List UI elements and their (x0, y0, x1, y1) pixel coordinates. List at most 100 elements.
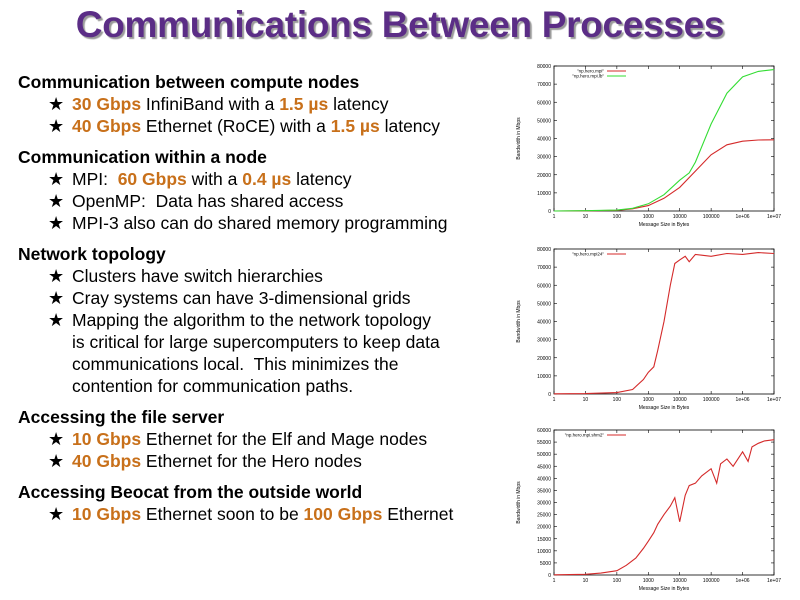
star-icon: ★ (48, 116, 65, 136)
x-tick-label: 1e+06 (736, 214, 750, 220)
x-tick-label: 10000 (673, 578, 687, 584)
bullet-text: Mapping the algorithm to the network top… (72, 310, 431, 330)
bandwidth-chart-3: 0 5000 10000 15000 20000 25000 30000 35000 40000… (516, 428, 781, 592)
y-tick-label: 50000 (537, 118, 551, 124)
section-network-topology: Network topology ★ Clusters have switch … (18, 243, 518, 397)
section-heading: Accessing Beocat from the outside world (18, 482, 363, 502)
star-icon: ★ (48, 429, 65, 449)
y-tick-label: 70000 (537, 265, 551, 271)
series-line (553, 439, 775, 576)
y-axis-label: Bandwidth in Mbps (516, 300, 522, 343)
x-tick-label: 100 (613, 214, 622, 220)
y-tick-label: 0 (548, 392, 551, 398)
x-tick-label: 10000 (673, 397, 687, 403)
section-heading: Communication within a node (18, 147, 267, 167)
x-tick-label: 10 (583, 214, 589, 220)
x-tick-label: 1 (553, 214, 556, 220)
legend-label: "np.hero.mpi" (577, 69, 604, 74)
bullet-continuation: contention for communication paths. (72, 376, 354, 396)
bullet-item: ★ Mapping the algorithm to the network t… (48, 309, 518, 331)
bullet-item: ★ 30 Gbps InfiniBand with a 1.5 µs laten… (48, 93, 518, 115)
bandwidth-chart-2: 0 10000 20000 30000 40000 50000 60000 70000 8000… (516, 247, 781, 411)
x-tick-label: 100 (613, 578, 622, 584)
bullet-item: ★ Clusters have switch hierarchies (48, 265, 518, 287)
x-tick-label: 1 (553, 397, 556, 403)
y-tick-label: 10000 (537, 374, 551, 380)
bullet-continuation: is critical for large supercomputers to … (72, 332, 440, 352)
star-icon: ★ (48, 451, 65, 471)
bullet-item: ★ MPI: 60 Gbps with a 0.4 µs latency (48, 168, 518, 190)
star-icon: ★ (48, 288, 65, 308)
section-heading: Network topology (18, 244, 166, 264)
y-axis-label: Bandwidth in Mbps (516, 117, 522, 160)
x-tick-label: 1e+07 (767, 397, 781, 403)
x-tick-label: 100 (613, 397, 622, 403)
y-tick-label: 50000 (537, 301, 551, 307)
x-tick-label: 10 (583, 397, 589, 403)
legend-label: "np.hero.mpi.lb" (572, 74, 604, 79)
bullet-item: ★ OpenMP: Data has shared access (48, 190, 518, 212)
bullet-item: ★ 40 Gbps Ethernet for the Hero nodes (48, 450, 518, 472)
y-tick-label: 60000 (537, 428, 551, 434)
bullet-item: ★ 10 Gbps Ethernet for the Elf and Mage … (48, 428, 518, 450)
series-line (553, 139, 775, 212)
y-tick-label: 40000 (537, 137, 551, 143)
y-tick-label: 15000 (537, 537, 551, 543)
x-tick-label: 1e+06 (736, 397, 750, 403)
bullet-text: 40 Gbps Ethernet (RoCE) with a 1.5 µs la… (72, 116, 441, 136)
star-icon: ★ (48, 266, 65, 286)
star-icon: ★ (48, 504, 65, 524)
slide-title: Communications Between Processes (75, 4, 725, 45)
section-file-server: Accessing the file server ★ 10 Gbps Ethe… (18, 406, 518, 472)
bullet-text: MPI: 60 Gbps with a 0.4 µs latency (72, 169, 352, 189)
y-tick-label: 55000 (537, 440, 551, 446)
bullet-text: 40 Gbps Ethernet for the Hero nodes (72, 451, 362, 471)
y-tick-label: 30000 (537, 155, 551, 161)
star-icon: ★ (48, 310, 65, 330)
x-tick-label: 100000 (703, 214, 720, 220)
bullet-text: 30 Gbps InfiniBand with a 1.5 µs latency (72, 94, 389, 114)
y-tick-label: 30000 (537, 338, 551, 344)
bullet-list: Communication between compute nodes ★ 30… (18, 71, 518, 534)
bullet-text: 10 Gbps Ethernet for the Elf and Mage no… (72, 429, 428, 449)
bullet-continuation: communications local. This minimizes the (72, 354, 399, 374)
x-tick-label: 1 (553, 578, 556, 584)
bullet-text: 10 Gbps Ethernet soon to be 100 Gbps Eth… (72, 504, 454, 524)
x-tick-label: 1e+07 (767, 578, 781, 584)
bullet-text: Cray systems can have 3-dimensional grid… (72, 288, 411, 308)
legend-label: "np.hero.mpi24" (572, 252, 604, 257)
y-tick-label: 20000 (537, 525, 551, 531)
star-icon: ★ (48, 94, 65, 114)
x-tick-label: 1000 (643, 397, 654, 403)
x-tick-label: 1e+07 (767, 214, 781, 220)
x-axis-label: Message Size in Bytes (639, 222, 690, 228)
section-outside-access: Accessing Beocat from the outside world … (18, 481, 518, 525)
bullet-item: ★ MPI-3 also can do shared memory progra… (48, 212, 518, 234)
bullet-text: OpenMP: Data has shared access (72, 191, 344, 211)
y-tick-label: 0 (548, 573, 551, 579)
x-axis-label: Message Size in Bytes (639, 405, 690, 411)
series-line (553, 69, 775, 212)
x-tick-label: 10000 (673, 214, 687, 220)
x-tick-label: 1000 (643, 214, 654, 220)
y-tick-label: 35000 (537, 488, 551, 494)
y-tick-label: 60000 (537, 100, 551, 106)
y-tick-label: 20000 (537, 173, 551, 179)
star-icon: ★ (48, 213, 65, 233)
x-tick-label: 100000 (703, 397, 720, 403)
bullet-item: ★ 40 Gbps Ethernet (RoCE) with a 1.5 µs … (48, 115, 518, 137)
y-tick-label: 40000 (537, 476, 551, 482)
x-tick-label: 100000 (703, 578, 720, 584)
section-within-node: Communication within a node ★ MPI: 60 Gb… (18, 146, 518, 234)
series-line (553, 252, 775, 395)
x-axis-label: Message Size in Bytes (639, 586, 690, 592)
y-tick-label: 20000 (537, 356, 551, 362)
bullet-text: MPI-3 also can do shared memory programm… (72, 213, 448, 233)
y-tick-label: 80000 (537, 247, 551, 253)
legend-label: "np.hero.mpi.shm2" (565, 433, 605, 438)
bullet-item: ★ Cray systems can have 3-dimensional gr… (48, 287, 518, 309)
bandwidth-chart-1: 0 10000 20000 30000 40000 50000 60000 70000 8000… (516, 64, 781, 228)
y-tick-label: 10000 (537, 191, 551, 197)
y-tick-label: 80000 (537, 64, 551, 70)
plot-frame (553, 429, 775, 576)
